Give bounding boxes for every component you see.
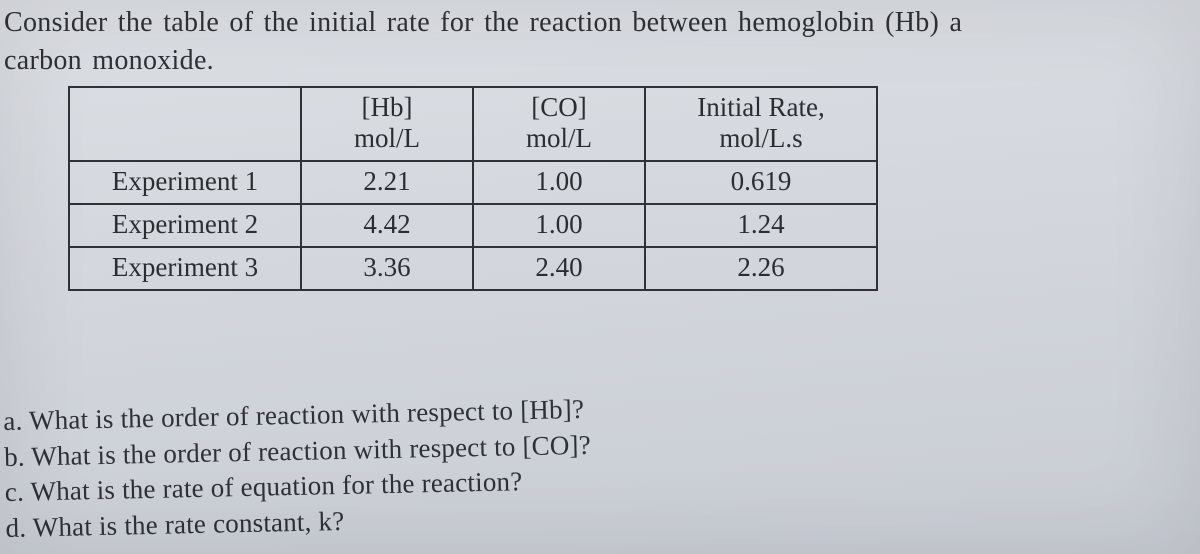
cell-co: 1.00 [473, 204, 645, 247]
header-rate-l2: mol/L.s [656, 123, 866, 154]
cell-exp-label: Experiment 1 [69, 161, 301, 204]
cell-exp-label: Experiment 3 [69, 247, 301, 290]
page: Consider the table of the initial rate f… [0, 0, 1200, 554]
cell-co: 1.00 [473, 161, 645, 204]
table-row: Experiment 2 4.42 1.00 1.24 [69, 204, 877, 247]
table-header-row: [Hb] mol/L [CO] mol/L Initial Rate, mol/… [69, 87, 877, 161]
header-hb: [Hb] mol/L [301, 87, 473, 161]
table-row: Experiment 3 3.36 2.40 2.26 [69, 247, 877, 290]
cell-co: 2.40 [473, 247, 645, 290]
cell-exp-label: Experiment 2 [69, 204, 301, 247]
header-co-l1: [CO] [484, 92, 634, 123]
header-rate: Initial Rate, mol/L.s [645, 87, 877, 161]
cell-rate: 0.619 [645, 161, 877, 204]
intro-text: Consider the table of the initial rate f… [0, 0, 1200, 80]
header-co-l2: mol/L [484, 123, 634, 154]
cell-hb: 4.42 [301, 204, 473, 247]
questions-block: a. What is the order of reaction with re… [3, 391, 593, 546]
intro-line-1: Consider the table of the initial rate f… [4, 4, 1200, 42]
header-co: [CO] mol/L [473, 87, 645, 161]
header-hb-l2: mol/L [312, 123, 462, 154]
rate-table: [Hb] mol/L [CO] mol/L Initial Rate, mol/… [68, 86, 878, 291]
cell-rate: 2.26 [645, 247, 877, 290]
header-experiment [69, 87, 301, 161]
cell-rate: 1.24 [645, 204, 877, 247]
intro-line-2: carbon monoxide. [4, 42, 1200, 80]
header-hb-l1: [Hb] [312, 92, 462, 123]
table-row: Experiment 1 2.21 1.00 0.619 [69, 161, 877, 204]
cell-hb: 3.36 [301, 247, 473, 290]
cell-hb: 2.21 [301, 161, 473, 204]
header-rate-l1: Initial Rate, [656, 92, 866, 123]
